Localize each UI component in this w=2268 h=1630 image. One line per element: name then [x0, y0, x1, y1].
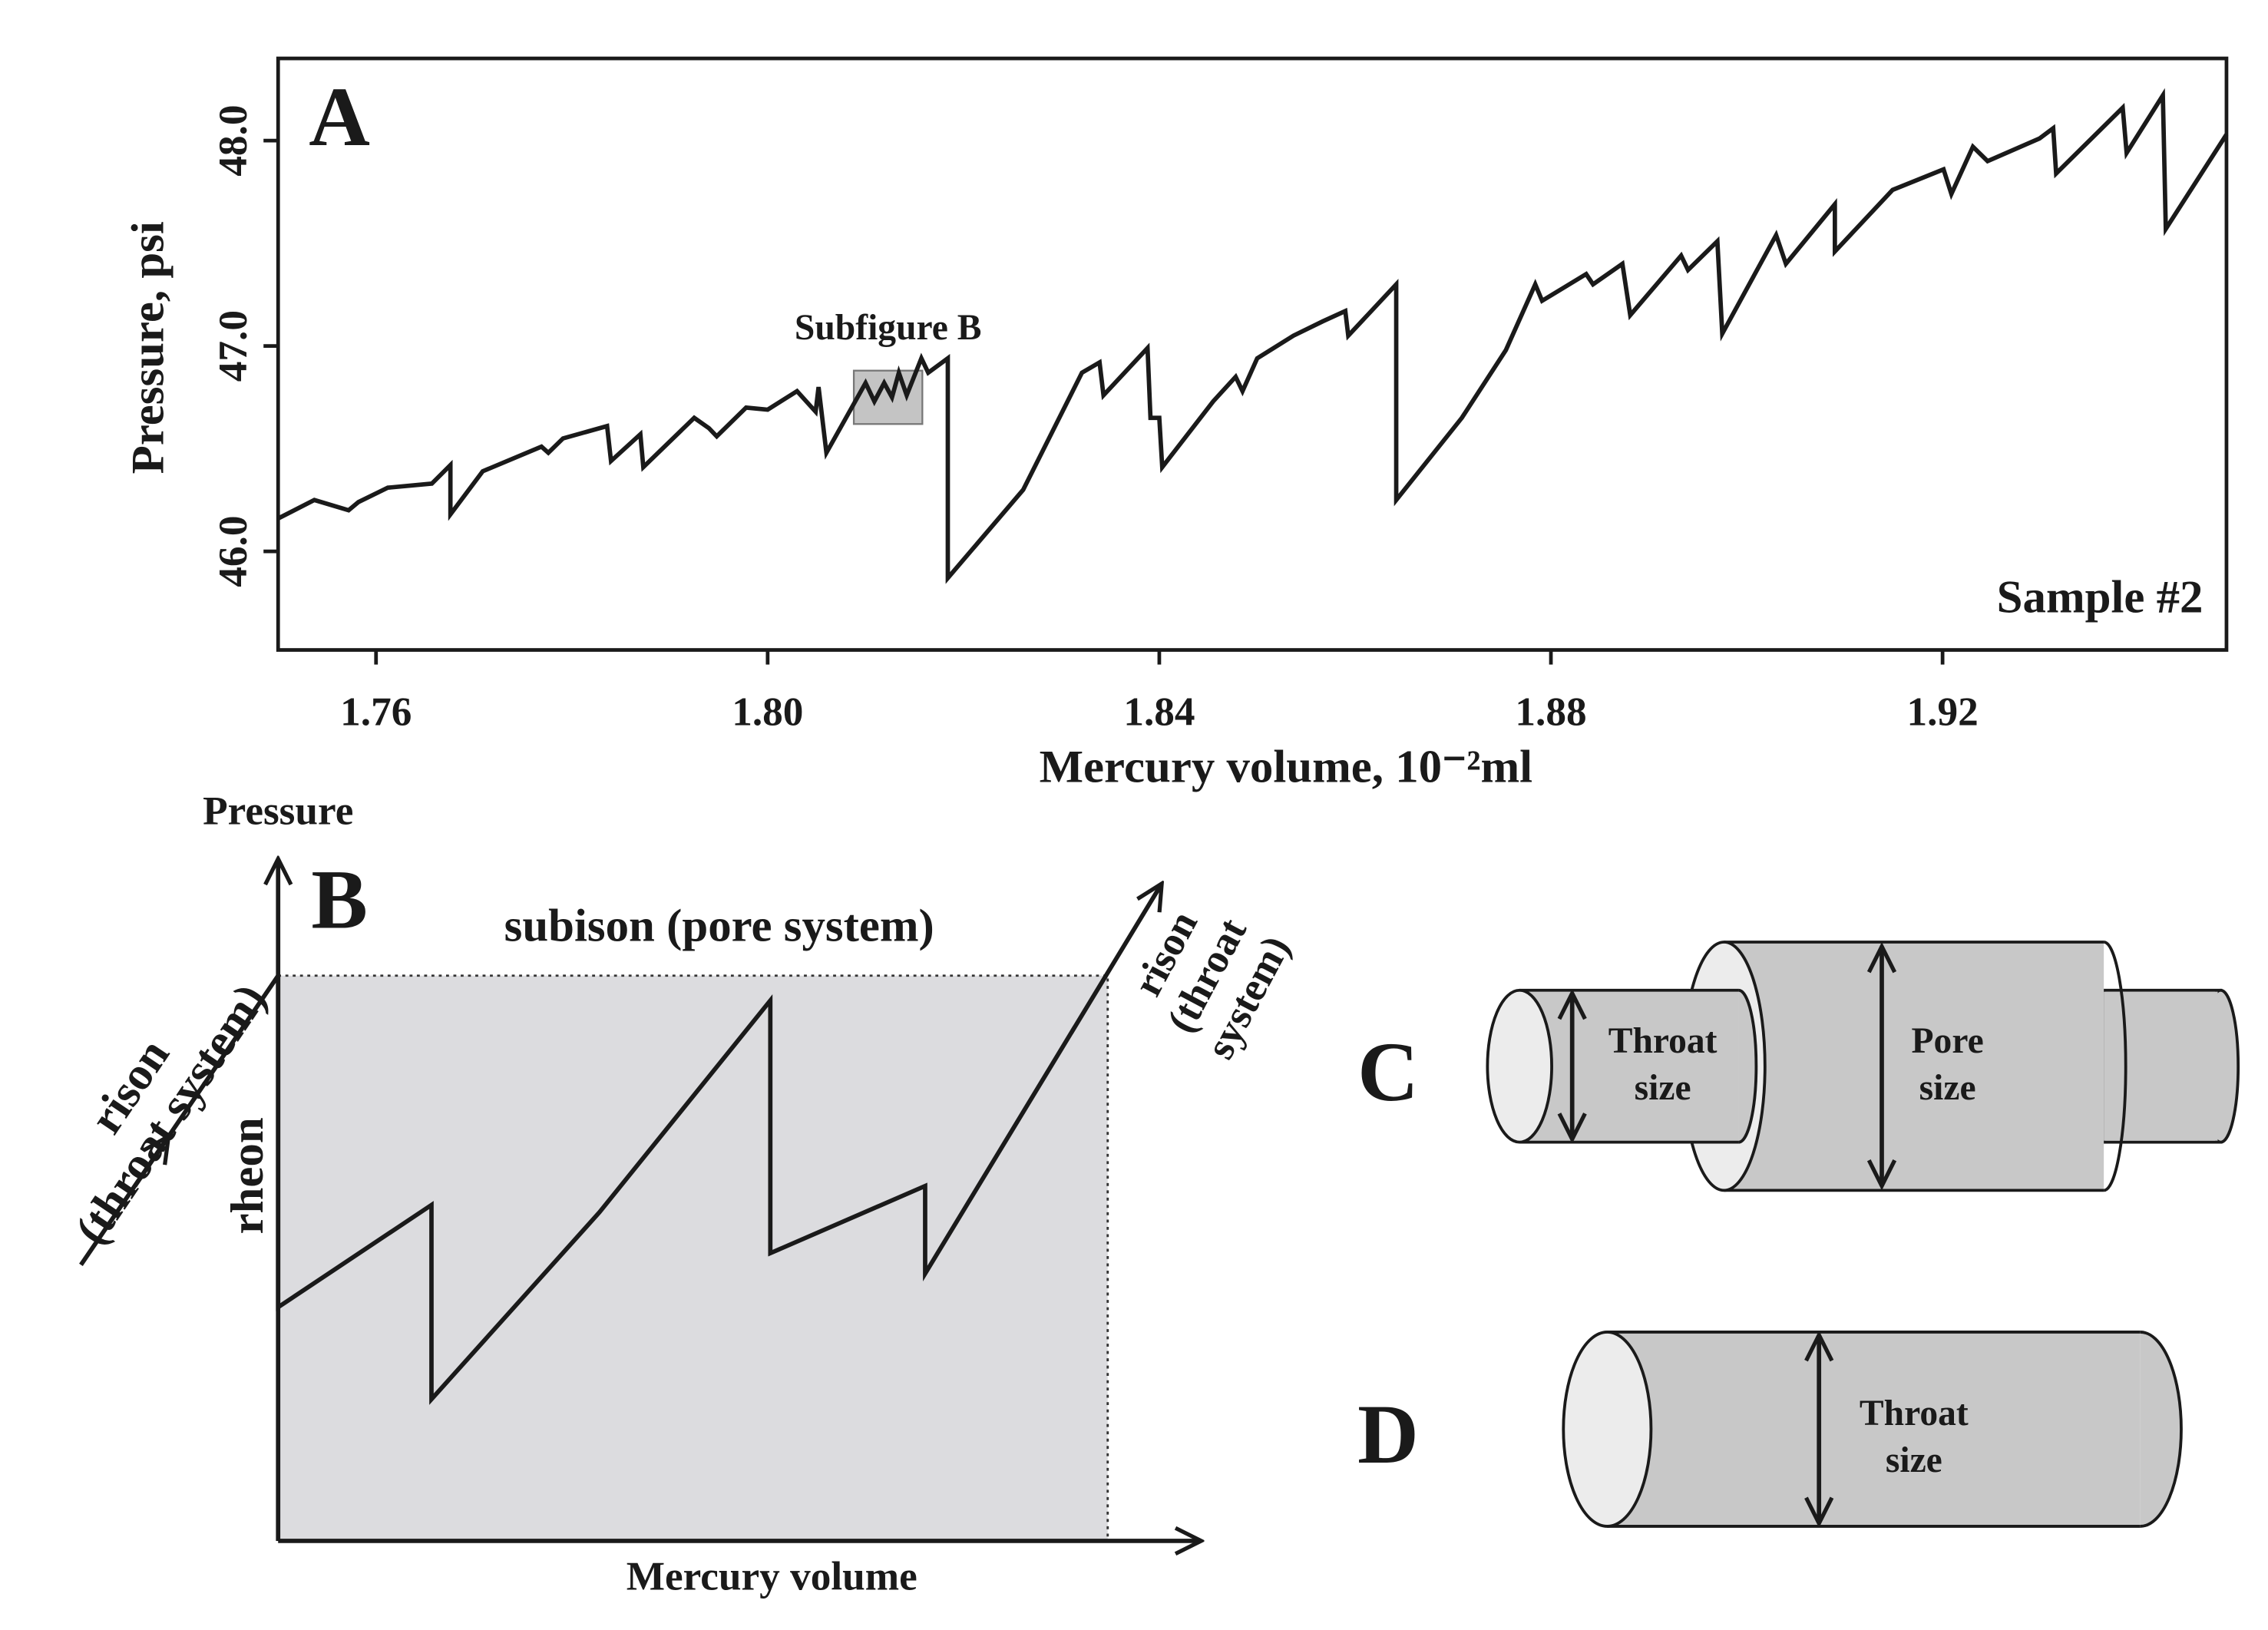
y-tick-label: 46.0 [210, 516, 256, 587]
x-tick-label: 1.80 [732, 689, 803, 734]
panel-letter: A [309, 70, 370, 164]
cylinder-body [1519, 990, 1739, 1142]
label: size [1919, 1068, 1976, 1108]
label: rheon [222, 1117, 273, 1234]
sawtooth-curve [276, 884, 1162, 1405]
panel-letter: C [1357, 1025, 1419, 1119]
x-tick-label: 1.84 [1123, 689, 1195, 734]
panel-c: C Throat size Pore size [1357, 941, 2240, 1192]
label: Throat [1860, 1394, 1969, 1433]
panel-letter: B [311, 853, 368, 947]
cylinder-face [1562, 1331, 1653, 1528]
label: Throat [1608, 1021, 1718, 1061]
y-axis-label: Pressure, psi [123, 221, 174, 474]
y-tick-label: 48.0 [210, 105, 256, 177]
rison-line [79, 974, 280, 1267]
panel-d: D Throat size [1357, 1331, 2183, 1528]
cylinder-face [1486, 988, 1553, 1144]
axis-label: Mercury volume [627, 1554, 917, 1599]
y-tick-label: 47.0 [210, 310, 256, 382]
pore-region [278, 975, 1108, 1541]
x-tick-label: 1.88 [1515, 689, 1586, 734]
region-border [278, 974, 1109, 1541]
label: size [1635, 1068, 1691, 1108]
cylinder-body [1724, 942, 2104, 1191]
x-tick-label: 1.76 [340, 689, 412, 734]
axis-label: Pressure [203, 789, 353, 834]
rison-arrow [133, 1136, 169, 1188]
label: Pore [1912, 1021, 1984, 1061]
label: subison (pore system) [504, 901, 934, 952]
label: size [1886, 1440, 1942, 1480]
highlight-label: Subfigure B [795, 308, 982, 348]
plot-frame [276, 56, 2229, 652]
cylinder-body [1607, 1331, 2141, 1526]
annotation: Sample #2 [1997, 572, 2204, 623]
panel-a: A Sample #2 Mercury volume, 10⁻²ml Press… [123, 56, 2229, 792]
x-tick-label: 1.92 [1907, 689, 1979, 734]
x-axis-label: Mercury volume, 10⁻²ml [1040, 741, 1532, 792]
data-line [276, 88, 2229, 584]
panel-b: Pressure Mercury volume B subison (pore … [65, 789, 1299, 1599]
panel-letter: D [1357, 1387, 1419, 1481]
